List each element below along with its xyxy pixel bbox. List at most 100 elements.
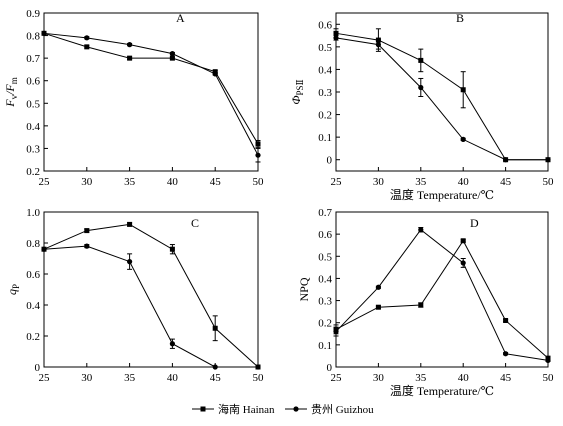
y-tick-label: 0.9: [26, 8, 40, 20]
series-line: [43, 32, 259, 145]
x-tick-label: 35: [415, 372, 427, 384]
series-line: [335, 37, 548, 161]
x-tick-label: 25: [331, 176, 343, 188]
x-tick-label: 45: [210, 176, 222, 188]
y-tick-label: 0.6: [26, 269, 40, 281]
data-point-circle: [333, 35, 339, 41]
y-tick-label: 0.4: [26, 121, 40, 133]
legend-label: 贵州 Guizhou: [311, 403, 374, 416]
data-point-circle: [545, 357, 551, 363]
x-tick-label: 35: [415, 176, 427, 188]
plot-frame: [335, 211, 549, 368]
y-tick-label: 0.4: [318, 64, 332, 76]
data-point-circle: [212, 71, 218, 77]
x-tick-label: 40: [458, 372, 470, 384]
series-hainan: [41, 221, 261, 370]
x-tick-label: 50: [543, 372, 555, 384]
data-point-square: [84, 44, 90, 50]
series-line: [335, 229, 549, 361]
panel-d: 25 30 35 40 45 50 0 0.1 0.2 0.3 0.4 0.5 0.6 0.7 D 温度 Te…: [297, 207, 554, 398]
data-point-circle: [41, 30, 47, 36]
data-point-square: [169, 55, 175, 61]
x-tick-label: 40: [167, 372, 179, 384]
panel-label: B: [456, 11, 464, 25]
series-hainan: [333, 28, 551, 163]
data-point-square: [460, 238, 466, 244]
y-axis-title: qP: [5, 284, 21, 295]
y-tick-label: 0.6: [318, 229, 332, 241]
x-tick-label: 50: [543, 176, 555, 188]
y-tick-label: 0.7: [318, 207, 332, 219]
data-point-square: [333, 30, 339, 36]
legend-marker-square: [200, 406, 206, 412]
y-axis-title: Fv/Fm: [3, 77, 19, 108]
y-tick-label: 0.5: [26, 98, 40, 110]
data-point-square: [460, 87, 466, 93]
data-point-square: [84, 228, 90, 234]
data-point-circle: [418, 227, 424, 233]
x-tick-label: 50: [253, 176, 265, 188]
x-tick-label: 25: [39, 176, 51, 188]
y-axis-title: ΦPSⅡ: [289, 79, 305, 104]
x-tick-label: 30: [81, 372, 93, 384]
data-point-square: [127, 221, 133, 227]
data-point-circle: [169, 51, 175, 57]
x-tick-label: 45: [500, 372, 512, 384]
plot-frame: [43, 211, 259, 368]
data-point-circle: [333, 328, 339, 335]
y-tick-label: 0.3: [318, 296, 332, 308]
legend-label: 海南 Hainan: [218, 402, 275, 416]
data-point-circle: [127, 42, 133, 48]
x-tick-label: 45: [210, 372, 222, 384]
y-axis-title: NPQ: [297, 277, 311, 301]
data-point-square: [127, 55, 133, 61]
legend: 海南 Hainan 贵州 Guizhou: [192, 402, 374, 416]
data-point-circle: [460, 260, 466, 266]
y-tick-label: 0.8: [26, 238, 40, 250]
y-tick-label: 0.1: [318, 340, 332, 352]
data-point-circle: [375, 284, 381, 290]
data-point-square: [169, 246, 175, 252]
y-tick-label: 0.7: [26, 53, 40, 65]
y-tick-label: 0: [327, 155, 333, 167]
series-hainan: [41, 30, 261, 148]
data-point-circle: [418, 84, 424, 91]
data-point-circle: [169, 341, 175, 347]
data-point-circle: [41, 246, 47, 252]
x-tick-label: 25: [331, 372, 343, 384]
panel-b: 25 30 35 40 45 50 0 0.1 0.2 0.3 0.4 0.5 0.6 B 温度 Tempe…: [289, 11, 554, 202]
x-tick-label: 45: [500, 176, 512, 188]
plot-frame: [335, 12, 549, 172]
series-line: [335, 32, 548, 161]
data-point-square: [418, 57, 424, 63]
data-point-square: [418, 302, 424, 308]
y-tick-label: 0.4: [26, 300, 40, 312]
series-line: [335, 239, 549, 359]
y-tick-label: 1.0: [26, 207, 40, 219]
series-guizhou: [333, 227, 551, 363]
panel-label: C: [191, 216, 199, 230]
y-tick-label: 0.1: [318, 132, 332, 144]
data-point-circle: [212, 364, 218, 370]
x-tick-label: 25: [39, 372, 51, 384]
data-point-circle: [375, 42, 381, 48]
series-guizhou: [41, 243, 261, 370]
plot-frame: [43, 12, 259, 172]
data-point-circle: [545, 157, 551, 163]
y-tick-label: 0.5: [318, 251, 332, 263]
y-tick-label: 0: [327, 362, 333, 374]
series-guizhou: [333, 35, 551, 163]
y-tick-label: 0.3: [26, 143, 40, 155]
series-line: [43, 223, 259, 368]
y-tick-label: 0.4: [318, 273, 332, 285]
y-tick-label: 0.5: [318, 42, 332, 54]
y-tick-label: 0.3: [318, 87, 332, 99]
y-tick-label: 0.2: [26, 331, 40, 343]
x-axis-title: 温度 Temperature/℃: [390, 383, 494, 398]
x-tick-label: 35: [124, 176, 136, 188]
data-point-circle: [84, 35, 90, 41]
y-tick-label: 0.6: [26, 76, 40, 88]
x-tick-label: 40: [458, 176, 470, 188]
series-line: [43, 245, 258, 368]
